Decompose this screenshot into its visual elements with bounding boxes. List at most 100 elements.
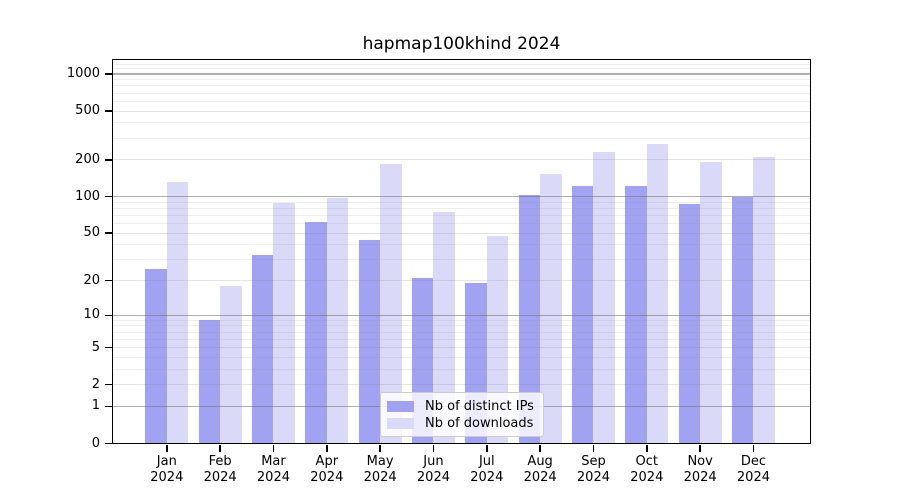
y-tick-label-10: 10 bbox=[83, 307, 100, 323]
bar-downloads-jun-2024 bbox=[433, 211, 455, 444]
x-tick-label-11: Dec 2024 bbox=[721, 454, 785, 487]
y-tick-mark-5 bbox=[104, 346, 112, 349]
x-tick-label-1: Feb 2024 bbox=[188, 454, 252, 487]
x-tick-label-line: Feb bbox=[208, 453, 232, 469]
y-tick-mark-200 bbox=[104, 159, 112, 161]
x-tick-mark-5 bbox=[432, 445, 435, 452]
minor-grid-line-1200 bbox=[113, 63, 810, 65]
x-tick-mark-3 bbox=[326, 445, 328, 452]
bar-distinct-ips-dec-2024 bbox=[732, 197, 754, 444]
x-tick-label-line: 2024 bbox=[630, 470, 664, 485]
grid-line-1000 bbox=[113, 73, 810, 75]
y-tick-label-0: 0 bbox=[91, 435, 100, 451]
x-tick-label-line: Sep bbox=[581, 453, 606, 469]
y-tick-mark-0 bbox=[104, 442, 112, 445]
x-tick-label-line: Mar bbox=[261, 453, 286, 469]
minor-grid-line-30 bbox=[113, 259, 810, 261]
bar-downloads-nov-2024 bbox=[700, 161, 722, 444]
x-tick-label-line: 2024 bbox=[363, 470, 397, 485]
minor-grid-line-800 bbox=[113, 85, 810, 87]
minor-grid-line-70 bbox=[113, 215, 810, 217]
x-tick-label-5: Jun 2024 bbox=[401, 454, 465, 487]
x-tick-label-line: 2024 bbox=[416, 470, 450, 485]
x-tick-mark-2 bbox=[272, 445, 275, 452]
grid-line-5 bbox=[113, 347, 810, 349]
bar-downloads-apr-2024 bbox=[326, 197, 349, 444]
y-tick-label-200: 200 bbox=[75, 151, 100, 167]
y-tick-mark-20 bbox=[104, 279, 112, 282]
bar-distinct-ips-jan-2024 bbox=[145, 269, 167, 444]
grid-line-100 bbox=[113, 195, 810, 198]
minor-grid-line-600 bbox=[113, 100, 810, 102]
minor-grid-line-300 bbox=[113, 137, 810, 139]
y-tick-label-50: 50 bbox=[83, 225, 100, 241]
grid-line-20 bbox=[113, 280, 810, 282]
x-tick-label-2: Mar 2024 bbox=[241, 454, 305, 487]
y-tick-mark-2 bbox=[104, 383, 112, 386]
bar-downloads-may-2024 bbox=[380, 163, 402, 444]
x-tick-label-line: 2024 bbox=[203, 470, 237, 485]
bar-distinct-ips-aug-2024 bbox=[518, 194, 541, 444]
x-tick-label-line: Jul bbox=[478, 453, 495, 469]
bar-downloads-oct-2024 bbox=[646, 143, 669, 444]
bar-distinct-ips-may-2024 bbox=[358, 239, 381, 444]
bar-downloads-aug-2024 bbox=[540, 174, 562, 444]
grid-line-2 bbox=[113, 384, 810, 386]
x-tick-label-line: 2024 bbox=[150, 470, 184, 485]
minor-grid-line-900 bbox=[113, 79, 810, 81]
x-tick-label-9: Oct 2024 bbox=[615, 454, 679, 487]
x-tick-label-line: May bbox=[366, 453, 394, 469]
y-tick-label-2: 2 bbox=[91, 376, 100, 392]
y-tick-label-100: 100 bbox=[75, 188, 100, 204]
grid-line-500 bbox=[113, 110, 810, 112]
y-tick-label-1000: 1000 bbox=[66, 66, 100, 82]
x-tick-label-7: Aug 2024 bbox=[508, 454, 572, 487]
x-tick-label-line: 2024 bbox=[256, 470, 290, 485]
y-tick-mark-50 bbox=[104, 232, 112, 234]
x-tick-label-line: 2024 bbox=[310, 470, 344, 485]
x-tick-label-line: 2024 bbox=[523, 470, 557, 485]
grid-line-50 bbox=[113, 232, 810, 234]
y-tick-mark-1 bbox=[104, 405, 112, 408]
bar-distinct-ips-mar-2024 bbox=[252, 254, 274, 444]
legend-swatch-distinct-ips bbox=[387, 400, 414, 412]
x-tick-label-line: Jan bbox=[156, 453, 177, 469]
minor-grid-line-90 bbox=[113, 201, 810, 203]
grid-line-200 bbox=[113, 159, 810, 161]
minor-grid-line-60 bbox=[113, 223, 810, 225]
y-tick-label-20: 20 bbox=[83, 272, 100, 288]
x-tick-label-line: 2024 bbox=[736, 470, 770, 485]
y-tick-mark-1000 bbox=[104, 73, 112, 75]
plot-area bbox=[113, 60, 810, 444]
x-tick-label-4: May 2024 bbox=[348, 454, 412, 487]
bar-downloads-jan-2024 bbox=[166, 182, 189, 444]
legend-label: Nb of distinct IPs bbox=[425, 398, 534, 414]
minor-grid-line-4 bbox=[113, 356, 810, 358]
legend-item-downloads: Nb of downloads bbox=[387, 415, 537, 432]
bar-downloads-feb-2024 bbox=[220, 286, 242, 444]
x-tick-mark-9 bbox=[646, 445, 648, 452]
y-tick-mark-10 bbox=[104, 314, 112, 316]
minor-grid-line-9 bbox=[113, 319, 810, 321]
bar-distinct-ips-feb-2024 bbox=[198, 320, 221, 444]
bar-downloads-sep-2024 bbox=[593, 151, 615, 444]
x-tick-mark-10 bbox=[699, 445, 701, 452]
grid-line-10 bbox=[113, 314, 810, 316]
y-tick-label-1: 1 bbox=[91, 398, 100, 414]
chart-title: hapmap100khind 2024 bbox=[362, 34, 561, 54]
x-tick-label-line: Dec bbox=[740, 453, 767, 469]
x-tick-label-0: Jan 2024 bbox=[135, 454, 199, 487]
x-tick-label-line: 2024 bbox=[470, 470, 504, 485]
x-tick-label-10: Nov 2024 bbox=[668, 454, 732, 487]
minor-grid-line-700 bbox=[113, 92, 810, 94]
x-tick-label-6: Jul 2024 bbox=[455, 454, 519, 487]
x-tick-mark-11 bbox=[752, 445, 755, 452]
y-tick-mark-500 bbox=[104, 110, 112, 112]
minor-grid-line-400 bbox=[113, 122, 810, 124]
x-tick-mark-1 bbox=[219, 445, 221, 452]
legend-label: Nb of downloads bbox=[425, 415, 534, 431]
bar-distinct-ips-nov-2024 bbox=[678, 204, 701, 444]
x-tick-mark-8 bbox=[592, 445, 595, 452]
x-tick-mark-7 bbox=[539, 445, 541, 452]
bar-downloads-mar-2024 bbox=[273, 202, 295, 444]
